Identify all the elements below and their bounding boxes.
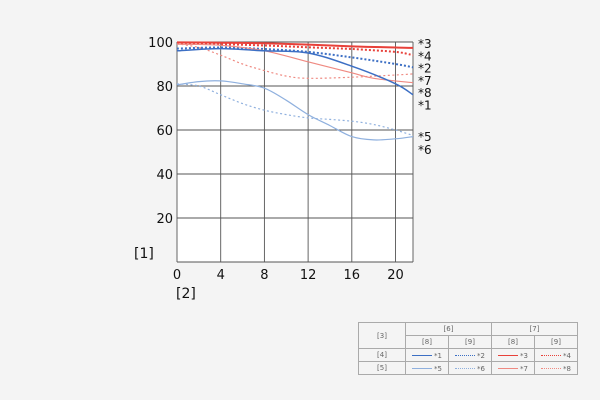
legend-row-2-label: [5] [358, 361, 406, 375]
series-end-label: *5 [418, 130, 432, 144]
legend-row-1-label: [4] [358, 348, 406, 362]
legend-sample-label: *3 [520, 351, 528, 360]
mtf-chart: 0 4 8 12 16 20 100 80 60 40 20 *3*4*2*7*8*1 *5*6 [1… [134, 36, 432, 300]
legend-swatch [455, 355, 476, 357]
grid [176, 41, 414, 263]
y-tick-label: 20 [156, 212, 173, 227]
legend-cell: *4 [534, 348, 578, 362]
legend-swatch [412, 355, 433, 357]
legend-swatch [541, 368, 562, 370]
series-end-label: *4 [418, 49, 432, 63]
series-layer [176, 41, 414, 141]
legend-group-a: [6] [405, 322, 492, 336]
legend-table: [3] [6] [7] [8] [9] [8] [9] [4] *1 *2 *3… [358, 322, 578, 375]
legend-sample-label: *6 [477, 364, 485, 373]
y-tick-label: 40 [156, 168, 173, 183]
tick-labels: 0 4 8 12 16 20 100 80 60 40 20 [148, 36, 404, 283]
series-end-label: *7 [418, 74, 432, 88]
legend-cell: *6 [448, 361, 492, 375]
series-end-labels: *3*4*2*7*8*1 *5*6 [418, 37, 432, 157]
legend-sample-label: *8 [563, 364, 571, 373]
x-tick-label: 20 [387, 268, 404, 283]
series-end-label: *2 [418, 62, 432, 76]
series-end-label: *3 [418, 37, 432, 51]
x-tick-label: 4 [217, 268, 225, 283]
legend-swatch [455, 368, 476, 370]
legend-sample-label: *7 [520, 364, 528, 373]
legend-sub-a2: [9] [448, 335, 492, 349]
series-line-star-6 [176, 83, 414, 137]
series-line-star-8 [176, 43, 414, 84]
series-end-label: *8 [418, 86, 432, 100]
legend-swatch [498, 368, 519, 370]
y-tick-label: 100 [148, 36, 173, 51]
x-tick-label: 16 [344, 268, 361, 283]
legend-row-1: [4] *1 *2 *3 *4 [358, 348, 578, 362]
x-tick-label: 8 [260, 268, 268, 283]
series-line-star-5 [176, 80, 414, 141]
legend-sample-label: *5 [434, 364, 442, 373]
legend-corner: [3] [358, 322, 406, 349]
series-line-star-3 [176, 41, 414, 49]
y-tick-label: 60 [156, 124, 173, 139]
legend-cell: *3 [491, 348, 535, 362]
legend-header-row: [3] [6] [7] [358, 322, 578, 349]
legend-group-b: [7] [491, 322, 578, 336]
legend-swatch [541, 355, 562, 357]
legend-cell: *7 [491, 361, 535, 375]
legend-cell: *8 [534, 361, 578, 375]
legend-cell: *1 [405, 348, 449, 362]
legend-cell: *5 [405, 361, 449, 375]
legend-row-2: [5] *5 *6 *7 *8 [358, 361, 578, 375]
legend-sample-label: *2 [477, 351, 485, 360]
series-end-label: *1 [418, 99, 432, 113]
x-tick-label: 12 [300, 268, 317, 283]
legend-sub-a1: [8] [405, 335, 449, 349]
series-end-label: *6 [418, 143, 432, 157]
plot-area [177, 42, 413, 262]
legend-swatch [412, 368, 433, 370]
legend-swatch [498, 355, 519, 357]
y-tick-label: 80 [156, 80, 173, 95]
legend-sub-b2: [9] [534, 335, 578, 349]
series-line-star-1 [176, 47, 414, 96]
x-tick-label: 0 [173, 268, 181, 283]
legend-sample-label: *1 [434, 351, 442, 360]
legend-cell: *2 [448, 348, 492, 362]
y-axis-label: [1] [134, 246, 154, 262]
legend-sample-label: *4 [563, 351, 571, 360]
legend-sub-b1: [8] [491, 335, 535, 349]
series-line-star-7 [176, 43, 414, 79]
x-axis-label: [2] [176, 286, 196, 300]
